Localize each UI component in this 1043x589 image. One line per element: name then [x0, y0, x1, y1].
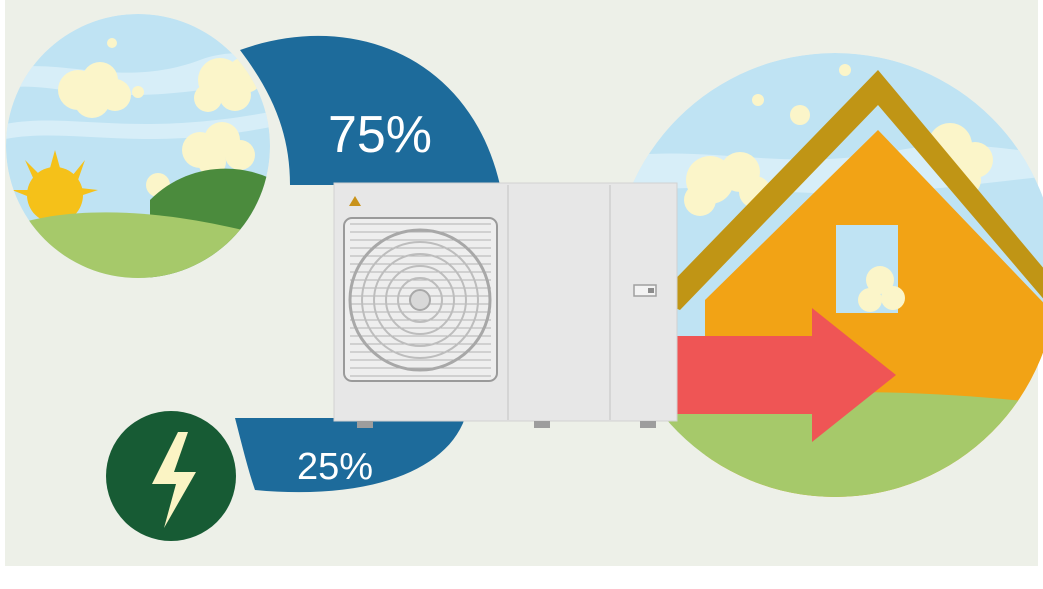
- arrow-right-icon: [675, 308, 896, 442]
- warning-triangle-icon: [349, 196, 361, 206]
- ambient-share-label: 75%: [328, 106, 432, 164]
- sun-landscape-icon: [6, 14, 270, 278]
- ambient-flow-band: [240, 35, 500, 185]
- electric-share-label: 25%: [297, 446, 373, 488]
- unit-handle: [633, 284, 657, 297]
- lightning-icon: [106, 411, 236, 541]
- fan-grille: [343, 217, 498, 382]
- sun-icon: [12, 150, 98, 223]
- electric-flow-band: [235, 418, 465, 493]
- heat-pump-unit: [333, 182, 678, 428]
